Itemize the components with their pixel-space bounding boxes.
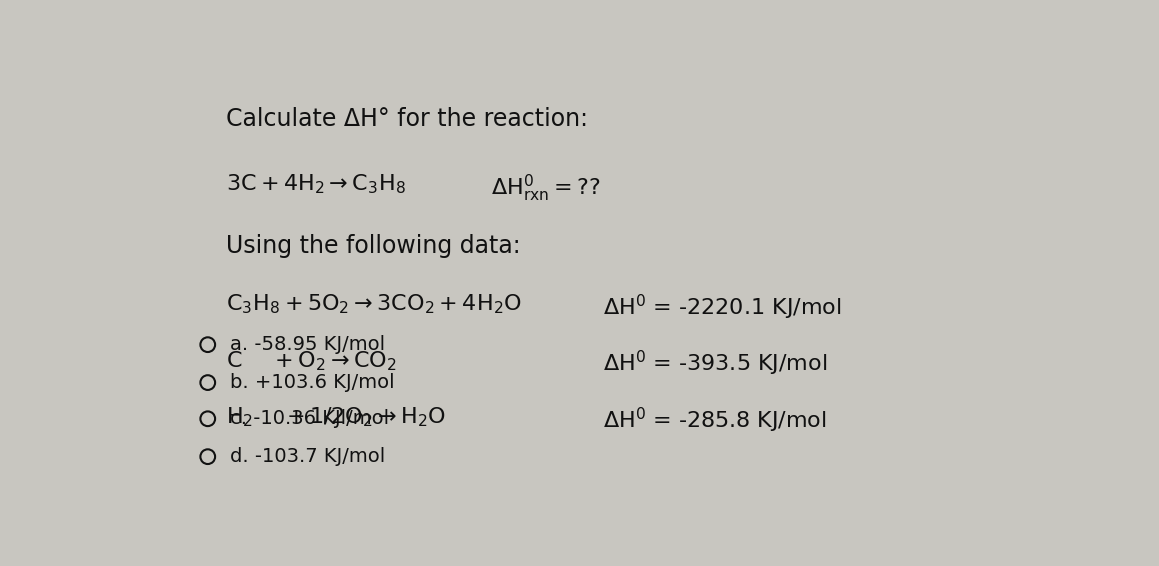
Text: $\mathsf{\Delta H^0_{rxn} = ??}$: $\mathsf{\Delta H^0_{rxn} = ??}$: [490, 173, 600, 204]
Text: Using the following data:: Using the following data:: [226, 234, 520, 258]
Text: $\mathsf{\Delta H^0}$ = -285.8 KJ/mol: $\mathsf{\Delta H^0}$ = -285.8 KJ/mol: [603, 406, 826, 435]
Text: d. -103.7 KJ/mol: d. -103.7 KJ/mol: [231, 447, 386, 466]
Text: $\mathsf{\Delta H^0}$ = -2220.1 KJ/mol: $\mathsf{\Delta H^0}$ = -2220.1 KJ/mol: [603, 293, 841, 321]
Text: $\mathsf{3C + 4H_2 \rightarrow C_3H_8}$: $\mathsf{3C + 4H_2 \rightarrow C_3H_8}$: [226, 173, 406, 196]
Text: $\mathsf{C_3H_8 + 5O_2 \rightarrow 3CO_2 + 4H_2O}$: $\mathsf{C_3H_8 + 5O_2 \rightarrow 3CO_2…: [226, 293, 522, 316]
Text: $\mathsf{\Delta H^0}$ = -393.5 KJ/mol: $\mathsf{\Delta H^0}$ = -393.5 KJ/mol: [603, 349, 828, 378]
Text: b. +103.6 KJ/mol: b. +103.6 KJ/mol: [231, 373, 395, 392]
Text: $\mathsf{H_2\ \ \ \ + 1/2O_2 \rightarrow H_2O}$: $\mathsf{H_2\ \ \ \ + 1/2O_2 \rightarrow…: [226, 406, 446, 429]
Text: Calculate ΔH° for the reaction:: Calculate ΔH° for the reaction:: [226, 107, 588, 131]
Text: c. -10.36 KJl/mol: c. -10.36 KJl/mol: [231, 409, 389, 428]
Text: a. -58.95 KJ/mol: a. -58.95 KJ/mol: [231, 335, 385, 354]
Text: $\mathsf{C\ \ \ \ + O_2 \rightarrow CO_2}$: $\mathsf{C\ \ \ \ + O_2 \rightarrow CO_2…: [226, 349, 396, 372]
